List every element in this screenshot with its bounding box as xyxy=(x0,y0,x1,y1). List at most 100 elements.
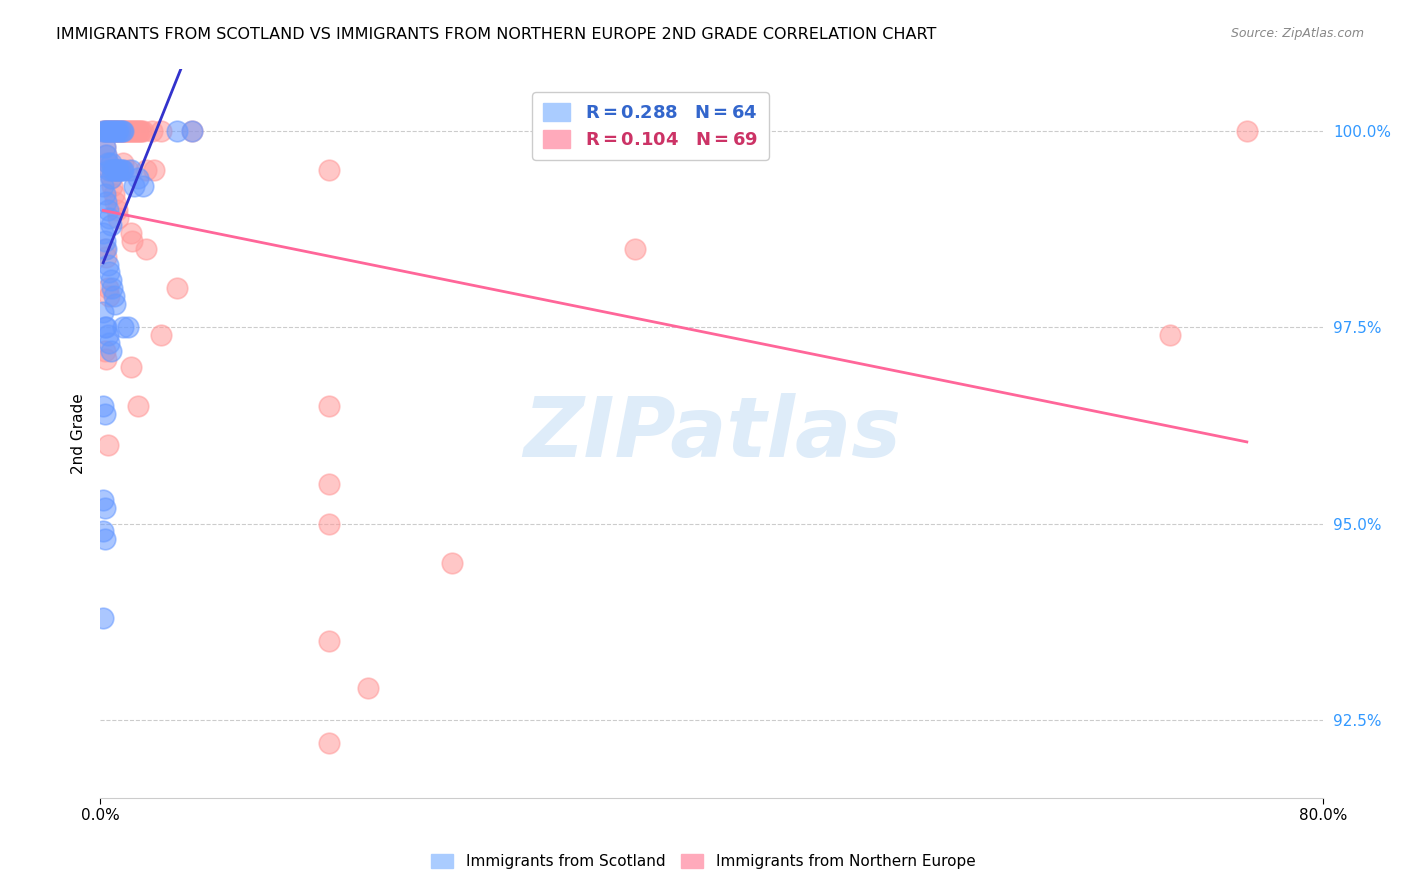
Point xyxy=(104,194,127,209)
Point xyxy=(121,124,143,138)
Point xyxy=(91,124,114,138)
Point xyxy=(96,124,118,138)
Point xyxy=(100,124,122,138)
Point xyxy=(128,124,150,138)
Point xyxy=(93,407,115,421)
Point xyxy=(97,124,120,138)
Point xyxy=(318,736,340,750)
Point xyxy=(101,281,124,295)
Point xyxy=(114,124,136,138)
Text: ZIPatlas: ZIPatlas xyxy=(523,392,901,474)
Point xyxy=(107,124,129,138)
Point xyxy=(96,124,118,138)
Point xyxy=(120,226,142,240)
Point xyxy=(318,399,340,413)
Point xyxy=(105,202,128,217)
Point xyxy=(125,124,148,138)
Text: IMMIGRANTS FROM SCOTLAND VS IMMIGRANTS FROM NORTHERN EUROPE 2ND GRADE CORRELATIO: IMMIGRANTS FROM SCOTLAND VS IMMIGRANTS F… xyxy=(56,27,936,42)
Point xyxy=(110,124,132,138)
Point xyxy=(101,124,124,138)
Point xyxy=(110,124,132,138)
Point xyxy=(180,124,202,138)
Point xyxy=(100,219,122,233)
Point xyxy=(104,163,127,178)
Point xyxy=(96,148,118,162)
Point xyxy=(101,124,124,138)
Point xyxy=(127,171,149,186)
Point xyxy=(135,163,157,178)
Point xyxy=(108,124,131,138)
Point xyxy=(91,493,114,508)
Point xyxy=(98,124,121,138)
Point xyxy=(100,171,122,186)
Point xyxy=(93,124,115,138)
Point xyxy=(103,289,125,303)
Point xyxy=(124,124,146,138)
Point xyxy=(93,187,115,202)
Point xyxy=(357,681,380,696)
Point xyxy=(96,148,118,162)
Point xyxy=(96,320,118,334)
Point xyxy=(91,226,114,240)
Point xyxy=(93,500,115,515)
Point xyxy=(98,163,121,178)
Point xyxy=(97,281,120,295)
Point xyxy=(135,242,157,256)
Point xyxy=(104,124,127,138)
Point xyxy=(142,163,165,178)
Point xyxy=(91,179,114,194)
Point xyxy=(93,242,115,256)
Point xyxy=(166,281,188,295)
Point xyxy=(93,320,115,334)
Point xyxy=(97,328,120,343)
Point xyxy=(107,163,129,178)
Point xyxy=(117,320,139,334)
Point xyxy=(108,163,131,178)
Point xyxy=(96,194,118,209)
Point xyxy=(93,140,115,154)
Point xyxy=(110,163,132,178)
Point xyxy=(141,124,163,138)
Legend: $\bf{R = 0.288}$   $\bf{N = 64}$, $\bf{R = 0.104}$   $\bf{N = 69}$: $\bf{R = 0.288}$ $\bf{N = 64}$, $\bf{R =… xyxy=(533,92,769,160)
Point xyxy=(132,179,155,194)
Point xyxy=(103,124,125,138)
Point xyxy=(100,171,122,186)
Point xyxy=(112,124,135,138)
Point xyxy=(131,124,153,138)
Point xyxy=(122,124,145,138)
Point xyxy=(132,124,155,138)
Point xyxy=(150,328,173,343)
Point xyxy=(97,202,120,217)
Point xyxy=(100,273,122,287)
Point xyxy=(97,155,120,169)
Point xyxy=(93,140,115,154)
Point xyxy=(104,124,127,138)
Point xyxy=(103,187,125,202)
Point xyxy=(117,124,139,138)
Point xyxy=(318,634,340,648)
Point xyxy=(101,179,124,194)
Point xyxy=(98,163,121,178)
Point xyxy=(100,343,122,358)
Point xyxy=(112,155,135,169)
Point xyxy=(98,124,121,138)
Point xyxy=(103,163,125,178)
Point xyxy=(117,163,139,178)
Point xyxy=(103,124,125,138)
Point xyxy=(624,242,647,256)
Point xyxy=(1236,124,1258,138)
Point xyxy=(112,163,135,178)
Point xyxy=(105,124,128,138)
Point xyxy=(97,155,120,169)
Point xyxy=(97,438,120,452)
Point xyxy=(120,163,142,178)
Point xyxy=(440,556,463,570)
Point xyxy=(107,211,129,225)
Point xyxy=(93,343,115,358)
Point xyxy=(166,124,188,138)
Point xyxy=(115,124,138,138)
Point xyxy=(120,359,142,374)
Point xyxy=(318,163,340,178)
Point xyxy=(122,179,145,194)
Point xyxy=(120,124,142,138)
